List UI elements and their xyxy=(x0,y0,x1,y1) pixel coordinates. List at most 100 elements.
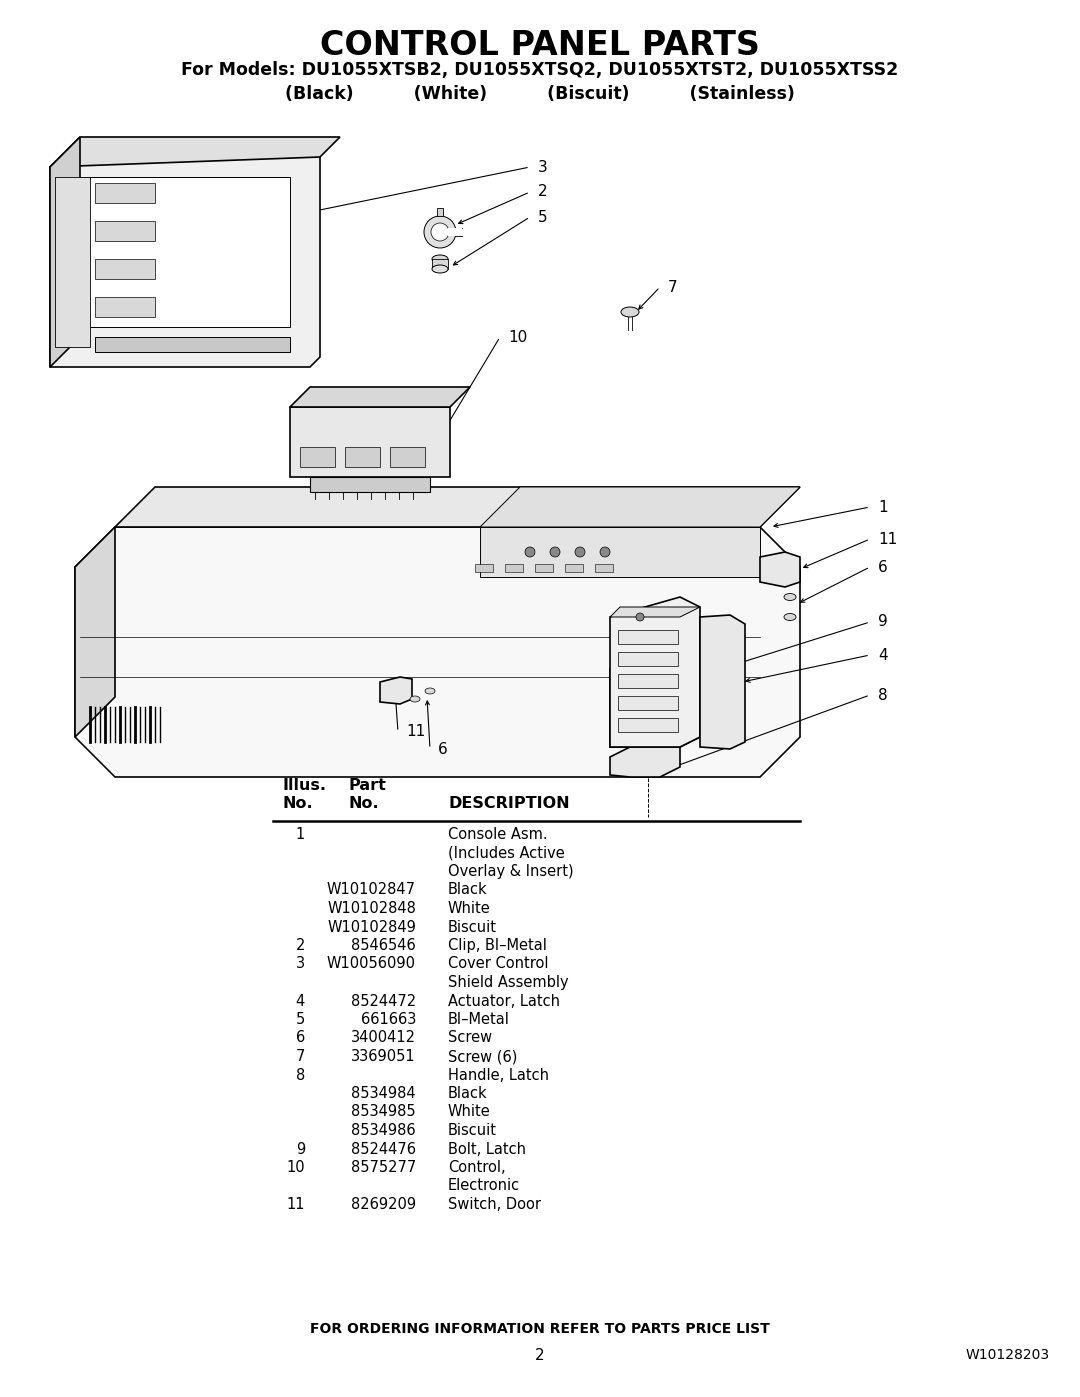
Bar xyxy=(95,221,156,242)
Text: 11: 11 xyxy=(878,531,897,546)
Polygon shape xyxy=(610,608,700,617)
Text: 6: 6 xyxy=(438,742,448,757)
Text: W10056090: W10056090 xyxy=(327,957,416,971)
Polygon shape xyxy=(80,177,291,327)
FancyBboxPatch shape xyxy=(565,564,583,571)
Text: 7: 7 xyxy=(669,279,677,295)
Text: 2: 2 xyxy=(536,1348,544,1362)
Text: Shield Assembly: Shield Assembly xyxy=(448,975,569,990)
Text: 1: 1 xyxy=(296,827,305,842)
Text: Biscuit: Biscuit xyxy=(448,1123,497,1139)
Text: Console Asm.: Console Asm. xyxy=(448,827,548,842)
Polygon shape xyxy=(95,337,291,352)
Text: White: White xyxy=(448,1105,490,1119)
Polygon shape xyxy=(618,718,678,732)
Text: 8: 8 xyxy=(878,687,888,703)
Text: 8524476: 8524476 xyxy=(351,1141,416,1157)
Text: CONTROL PANEL PARTS: CONTROL PANEL PARTS xyxy=(320,29,760,61)
Text: 5: 5 xyxy=(538,210,548,225)
Polygon shape xyxy=(432,258,448,270)
Text: Screw: Screw xyxy=(448,1031,492,1045)
Text: 8: 8 xyxy=(296,1067,305,1083)
Polygon shape xyxy=(310,476,430,492)
Polygon shape xyxy=(618,673,678,687)
Text: 3400412: 3400412 xyxy=(351,1031,416,1045)
FancyBboxPatch shape xyxy=(505,564,523,571)
Bar xyxy=(345,447,380,467)
Text: Black: Black xyxy=(448,883,488,897)
Polygon shape xyxy=(291,407,450,476)
Polygon shape xyxy=(610,597,700,747)
Ellipse shape xyxy=(784,594,796,601)
Text: Biscuit: Biscuit xyxy=(448,919,497,935)
Polygon shape xyxy=(480,527,760,577)
Text: For Models: DU1055XTSB2, DU1055XTSQ2, DU1055XTST2, DU1055XTSS2: For Models: DU1055XTSB2, DU1055XTSQ2, DU… xyxy=(181,61,899,80)
Polygon shape xyxy=(55,177,90,346)
Circle shape xyxy=(600,548,610,557)
Polygon shape xyxy=(75,527,114,738)
Text: 9: 9 xyxy=(296,1141,305,1157)
Text: 5: 5 xyxy=(296,1011,305,1027)
Text: Illus.: Illus. xyxy=(283,778,327,793)
Circle shape xyxy=(431,224,449,242)
Circle shape xyxy=(550,548,561,557)
Text: 2: 2 xyxy=(296,937,305,953)
Bar xyxy=(95,183,156,203)
Text: 1: 1 xyxy=(878,500,888,514)
Polygon shape xyxy=(114,488,800,527)
Text: Bolt, Latch: Bolt, Latch xyxy=(448,1141,526,1157)
Text: Clip, BI–Metal: Clip, BI–Metal xyxy=(448,937,546,953)
Text: 8524472: 8524472 xyxy=(351,993,416,1009)
Polygon shape xyxy=(760,552,800,587)
Text: 661663: 661663 xyxy=(361,1011,416,1027)
Text: No.: No. xyxy=(348,796,379,812)
Circle shape xyxy=(575,548,585,557)
Text: 11: 11 xyxy=(406,725,426,739)
Polygon shape xyxy=(610,747,680,777)
Ellipse shape xyxy=(621,307,639,317)
Polygon shape xyxy=(75,527,800,777)
Text: 3: 3 xyxy=(538,159,548,175)
Polygon shape xyxy=(618,652,678,666)
Ellipse shape xyxy=(784,613,796,620)
Text: 9: 9 xyxy=(878,615,888,630)
Bar xyxy=(95,298,156,317)
Circle shape xyxy=(636,613,644,622)
Bar xyxy=(95,258,156,279)
Text: 8534985: 8534985 xyxy=(351,1105,416,1119)
Text: (Black)          (White)          (Biscuit)          (Stainless): (Black) (White) (Biscuit) (Stainless) xyxy=(285,85,795,103)
Text: 4: 4 xyxy=(878,647,888,662)
Ellipse shape xyxy=(432,265,448,272)
Text: 10: 10 xyxy=(508,330,527,345)
Polygon shape xyxy=(50,137,80,367)
Polygon shape xyxy=(700,615,745,749)
Ellipse shape xyxy=(432,256,448,263)
Ellipse shape xyxy=(410,696,420,703)
Bar xyxy=(300,447,335,467)
Polygon shape xyxy=(437,208,443,217)
Text: White: White xyxy=(448,901,490,916)
Text: 8534986: 8534986 xyxy=(351,1123,416,1139)
Text: (Includes Active: (Includes Active xyxy=(448,845,565,861)
Polygon shape xyxy=(448,228,462,236)
Polygon shape xyxy=(50,137,340,168)
Text: Handle, Latch: Handle, Latch xyxy=(448,1067,549,1083)
Text: 4: 4 xyxy=(296,993,305,1009)
Text: DESCRIPTION: DESCRIPTION xyxy=(448,796,569,812)
Text: Switch, Door: Switch, Door xyxy=(448,1197,541,1213)
Text: Actuator, Latch: Actuator, Latch xyxy=(448,993,561,1009)
Text: FOR ORDERING INFORMATION REFER TO PARTS PRICE LIST: FOR ORDERING INFORMATION REFER TO PARTS … xyxy=(310,1322,770,1336)
Text: Part: Part xyxy=(348,778,386,793)
Text: Black: Black xyxy=(448,1085,488,1101)
Ellipse shape xyxy=(426,687,435,694)
Text: 8269209: 8269209 xyxy=(351,1197,416,1213)
Text: 7: 7 xyxy=(296,1049,305,1065)
Text: 8546546: 8546546 xyxy=(351,937,416,953)
FancyBboxPatch shape xyxy=(535,564,553,571)
FancyBboxPatch shape xyxy=(475,564,492,571)
Polygon shape xyxy=(291,387,470,407)
Polygon shape xyxy=(380,678,411,704)
Polygon shape xyxy=(50,147,320,367)
Text: 6: 6 xyxy=(296,1031,305,1045)
Text: 3369051: 3369051 xyxy=(351,1049,416,1065)
